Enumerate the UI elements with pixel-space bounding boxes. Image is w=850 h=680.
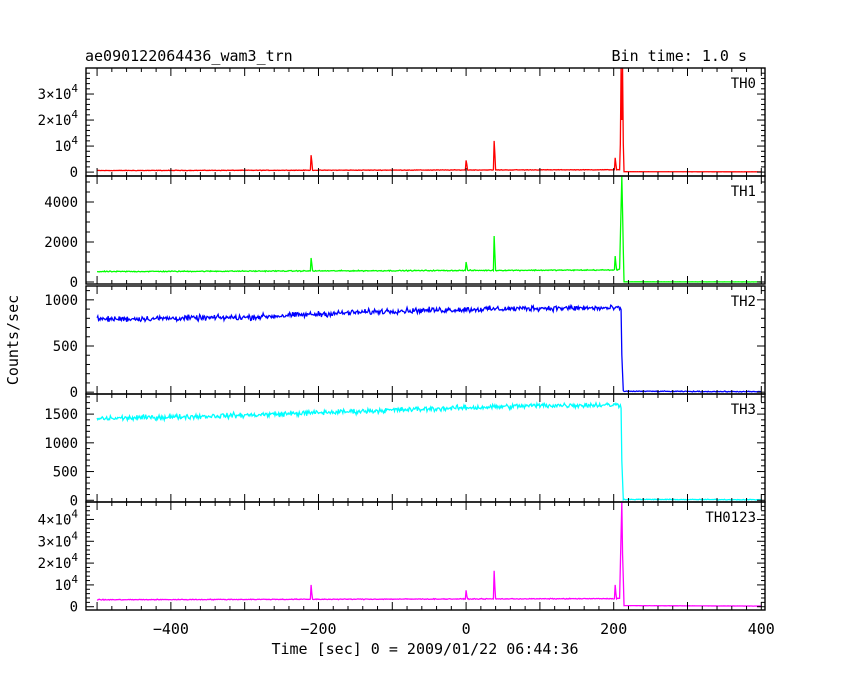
x-axis-label: Time [sec] 0 = 2009/01/22 06:44:36 (271, 640, 578, 658)
y-tick-label: 1000 (44, 436, 78, 452)
y-tick-label: 2×104 (38, 108, 79, 129)
y-tick-label: 3×104 (38, 82, 79, 103)
panel-frame (85, 393, 766, 503)
y-tick-label: 1500 (44, 407, 78, 423)
y-tick-label: 104 (55, 573, 79, 594)
panel-th1: 0 2000 4000 TH1 (44, 175, 766, 291)
x-tick-label: −200 (300, 620, 336, 638)
y-tick-label: 500 (53, 339, 78, 355)
y-tick-label: 3×104 (38, 529, 79, 550)
y-tick-label: 0 (70, 165, 78, 181)
x-tick-label: −400 (153, 620, 189, 638)
panel-label: TH2 (731, 294, 756, 310)
y-tick-label: 2000 (44, 235, 78, 251)
y-tick-label: 0 (70, 600, 78, 616)
series-line-th0123 (96, 502, 762, 607)
panel-th0: 0 104 2×104 3×104 TH0 (38, 67, 766, 181)
y-tick-label: 0 (70, 275, 78, 291)
panel-th2: 0 500 1000 TH2 (44, 285, 766, 401)
y-tick-label: 0 (70, 493, 78, 509)
panel-frame (85, 285, 766, 395)
x-tick-label: 400 (748, 620, 775, 638)
bin-time-label: Bin time: 1.0 s (612, 47, 747, 65)
y-tick-label: 500 (53, 465, 78, 481)
panel-label: TH3 (731, 402, 756, 418)
y-tick-label: 1000 (44, 293, 78, 309)
y-tick-label: 4000 (44, 195, 78, 211)
panel-frame (85, 67, 766, 177)
chart-title: ae090122064436_wam3_trn (85, 47, 293, 65)
y-tick-label: 104 (55, 134, 79, 155)
panel-label: TH0123 (705, 510, 756, 526)
y-axis-label: Counts/sec (4, 295, 22, 385)
series-line-th1 (96, 176, 762, 283)
x-tick-label: 200 (600, 620, 627, 638)
panel-frame (85, 501, 766, 611)
series-line-th2 (96, 303, 762, 393)
x-tick-label: 0 (462, 620, 471, 638)
series-line-th3 (96, 400, 762, 502)
panel-th3: 0 500 1000 1500 TH3 (44, 393, 766, 509)
series-line-th0 (96, 68, 762, 173)
y-tick-label: 4×104 (38, 507, 79, 528)
y-tick-label: 0 (70, 385, 78, 401)
panel-label: TH0 (731, 76, 756, 92)
panel-label: TH1 (731, 184, 756, 200)
y-tick-label: 2×104 (38, 551, 79, 572)
panel-frame (85, 175, 766, 285)
